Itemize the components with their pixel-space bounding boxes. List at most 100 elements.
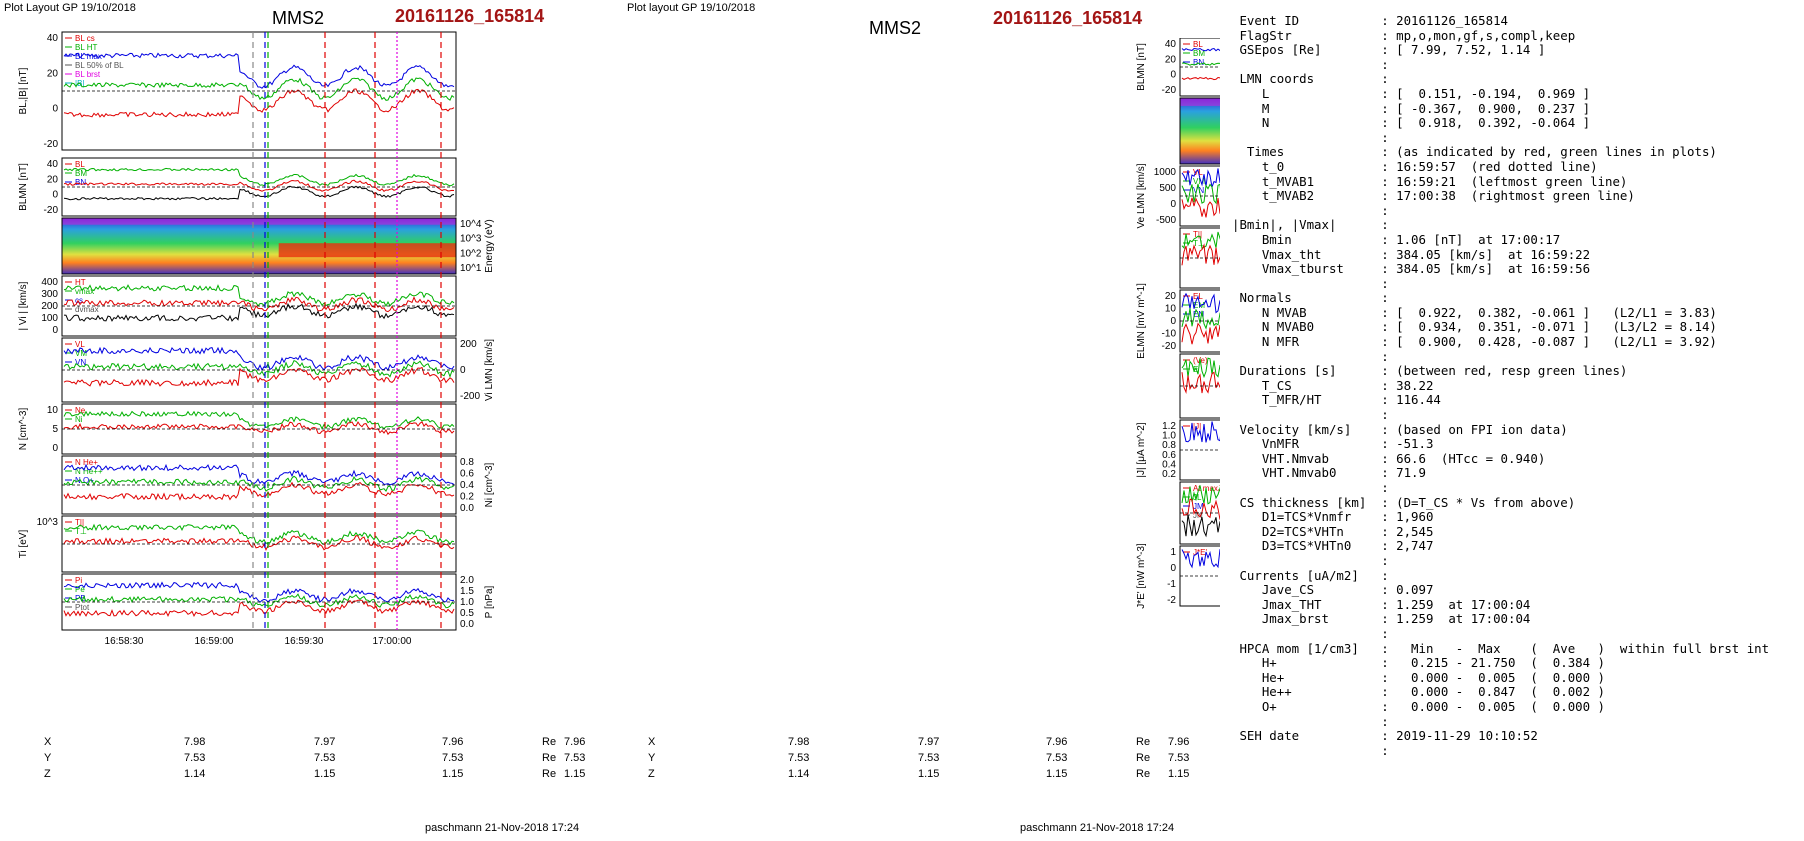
tick-label: 1.0: [460, 597, 474, 608]
legend-label: Ptot: [75, 603, 90, 612]
middle-event-title: 20161126_165814: [993, 8, 1143, 28]
series-line: [63, 463, 455, 486]
tick-label: 400: [41, 277, 58, 288]
position-unit: Re: [542, 768, 557, 780]
left-position-table: X 7.98 7.97 7.96 7.96 Re Y 7.53 7.53 7.53 7.53 Re Z 1…: [44, 736, 585, 796]
legend-label: T||: [1193, 230, 1202, 239]
tick-label: 0.8: [460, 457, 474, 468]
legend-label: BM: [75, 169, 87, 178]
position-value: 1.14: [184, 768, 206, 780]
series-line: [63, 88, 455, 118]
tick-label: -20: [1162, 341, 1177, 352]
tick-label: 5: [52, 424, 58, 435]
series-line: [63, 523, 455, 546]
info-line: :: [1232, 275, 1389, 291]
info-line: T_CS : 38.22: [1232, 377, 1434, 393]
tick-label: 300: [41, 289, 58, 300]
legend-label: VN: [1193, 186, 1204, 195]
tick-label: 10^3: [37, 517, 59, 528]
position-value: 7.53: [314, 752, 336, 764]
panel-ylabel: J*E' [nW m^-3]: [1136, 543, 1147, 609]
info-line: M : [ -0.367, 0.900, 0.237 ]: [1232, 100, 1591, 116]
info-line: L : [ 0.151, -0.194, 0.969 ]: [1232, 85, 1591, 101]
legend-label: BL cs: [75, 34, 95, 43]
tick-label: -20: [1162, 85, 1177, 96]
legend-label: Ne: [75, 406, 86, 415]
legend-label: BN: [1193, 58, 1204, 67]
info-line: t_0 : 16:59:57 (red dotted line): [1232, 158, 1598, 174]
legend-label: BL: [1193, 40, 1203, 49]
panel-ylabel: BLMN [nT]: [1136, 43, 1147, 91]
spectrogram-top-band: [1180, 98, 1220, 106]
position-value: 7.53: [788, 752, 810, 764]
tick-label: 0.0: [460, 503, 474, 514]
tick-label: -20: [44, 139, 59, 150]
series-line: [1181, 76, 1220, 81]
panel-ylabel: BLMN [nT]: [18, 163, 29, 211]
info-line: T_MFR/HT : 116.44: [1232, 392, 1441, 408]
spectrogram-hot-band: [278, 243, 456, 258]
legend-label: VN: [75, 358, 86, 367]
tick-label: 0: [1170, 563, 1176, 574]
tick-label: 20: [1165, 291, 1177, 302]
legend-label: JM: [1193, 502, 1204, 511]
series-line: [63, 284, 455, 308]
position-value: 7.96: [1168, 736, 1190, 748]
legend-label: T⊥: [1193, 239, 1205, 248]
position-value: 7.98: [788, 736, 810, 748]
info-line: t_MVAB2 : 17:00:38 (rightmost green line…: [1232, 188, 1635, 204]
info-line: VHT.Nmvab : 66.6 (HTcc = 0.940): [1232, 450, 1546, 466]
info-line: VHT.Nmvab0 : 71.9: [1232, 465, 1426, 481]
legend-label: VL: [75, 340, 85, 349]
info-line: :: [1232, 742, 1389, 758]
panel-8: Ti [eV] 10^3 T||T⊥: [18, 515, 457, 573]
tick-label: 1: [1170, 547, 1176, 558]
legend-label: J*E': [1193, 548, 1207, 557]
panel-ylabel: Ve LMN [km/s]: [1136, 163, 1147, 228]
panel-ylabel: Energy (eV): [484, 219, 495, 272]
left-plot-header: Plot Layout GP 19/10/2018: [4, 2, 136, 14]
series-line: [63, 581, 455, 603]
info-line: Normals :: [1232, 290, 1389, 306]
tick-label: 40: [47, 159, 59, 170]
panel-ylabel: Vi LMN [km/s]: [484, 339, 495, 401]
panel-ylabel: Ni [cm^-3]: [484, 462, 495, 507]
info-line: Velocity [km/s] : (based on FPI ion data…: [1232, 421, 1568, 437]
info-line: :: [1232, 348, 1389, 364]
middle-spacecraft-title: MMS2: [869, 18, 922, 38]
panel-7: |J| [μA m^-2] 1.21.00.80.60.40.2 |J|: [1136, 419, 1220, 481]
info-line: Jmax_brst : 1.259 at 17:00:04: [1232, 611, 1531, 627]
tick-label: 20: [47, 68, 59, 79]
tick-label: 0.4: [460, 480, 474, 491]
tick-label: 0.6: [460, 469, 474, 480]
tick-label: 40: [47, 33, 59, 44]
series-line: [63, 296, 455, 313]
info-line: :: [1232, 407, 1389, 423]
legend-label: EM: [1193, 301, 1205, 310]
panel-7: Ni [cm^-3] 0.80.60.40.20.0 N He+N He++N O+: [61, 455, 495, 515]
tick-label: 10: [47, 405, 59, 416]
series-line: [63, 410, 455, 430]
info-line: :: [1232, 56, 1389, 72]
series-line: [63, 535, 455, 552]
panel-2: Energy (eV)10^410^310^210^1: [1179, 97, 1220, 165]
info-line: Event ID : 20161126_165814: [1232, 13, 1509, 28]
info-line: N MVAB : [ 0.922, 0.382, -0.061 ] (L2/L1…: [1232, 304, 1717, 320]
tick-label: 20: [1165, 54, 1177, 65]
info-line: :: [1232, 552, 1389, 568]
position-unit: Re: [542, 736, 557, 748]
info-line: D1=TCS*Vnmfr : 1,960: [1232, 509, 1434, 525]
info-line: LMN coords :: [1232, 71, 1389, 87]
position-unit: Re: [542, 752, 557, 764]
series-line: [64, 179, 455, 192]
spectrogram: [1180, 98, 1220, 164]
info-line: :: [1232, 202, 1389, 218]
panel-frame: [1179, 97, 1220, 165]
tick-label: 200: [41, 301, 58, 312]
